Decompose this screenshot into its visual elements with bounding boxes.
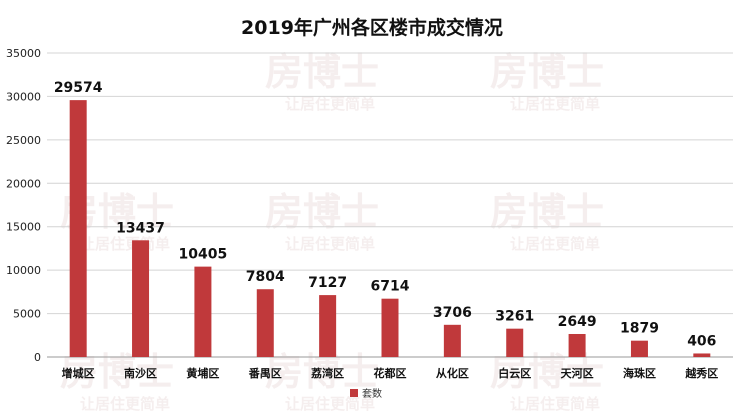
legend: 套数 <box>350 387 382 400</box>
data-label: 6714 <box>371 279 410 295</box>
watermark-slogan: 让居住更简单 <box>80 395 170 413</box>
watermark-logo: 房博士 <box>265 50 379 94</box>
y-tick-label: 10000 <box>6 264 41 277</box>
bar <box>443 324 461 357</box>
y-tick-label: 20000 <box>6 177 41 190</box>
watermark-slogan: 让居住更简单 <box>285 95 375 113</box>
y-tick-label: 15000 <box>6 221 41 234</box>
watermark-slogan: 让居住更简单 <box>510 395 600 413</box>
watermark-slogan: 让居住更简单 <box>285 235 375 253</box>
data-label: 10405 <box>179 247 228 263</box>
bar <box>69 100 87 357</box>
watermark-slogan: 让居住更简单 <box>510 95 600 113</box>
data-label: 2649 <box>558 314 597 330</box>
data-label: 7127 <box>308 275 347 291</box>
legend-label: 套数 <box>362 387 382 400</box>
watermark-slogan: 让居住更简单 <box>510 235 600 253</box>
legend-swatch <box>350 389 358 397</box>
x-tick-label: 番禺区 <box>248 366 282 380</box>
x-tick-label: 荔湾区 <box>310 366 344 380</box>
bar <box>506 328 524 357</box>
bar <box>194 266 212 357</box>
watermark-slogan: 让居住更简单 <box>285 395 375 413</box>
data-label: 1879 <box>620 321 659 337</box>
data-label: 29574 <box>54 80 103 96</box>
watermark-logo: 房博士 <box>490 50 604 94</box>
data-label: 3261 <box>495 309 534 325</box>
data-label: 406 <box>687 333 716 349</box>
x-tick-label: 越秀区 <box>684 366 718 380</box>
y-tick-label: 30000 <box>6 90 41 103</box>
data-label: 7804 <box>246 269 285 285</box>
y-tick-label: 35000 <box>6 47 41 60</box>
x-tick-label: 从化区 <box>436 366 469 380</box>
bar <box>693 353 711 357</box>
data-label: 13437 <box>116 220 165 236</box>
bar-series: 29574 13437 10405 7804 7127 6714 3706 3261 2649 1… <box>54 80 716 357</box>
watermark-slogan: 让居住更简单 <box>80 235 170 253</box>
x-axis: 增城区 南沙区 黄埔区 番禺区 荔湾区 花都区 从化区 白云区 天河区 海珠区 越秀区 <box>62 366 719 380</box>
x-tick-label: 花都区 <box>374 366 407 380</box>
x-tick-label: 黄埔区 <box>186 366 219 380</box>
data-label: 3706 <box>433 305 472 321</box>
x-tick-label: 增城区 <box>62 366 95 380</box>
watermark-logo: 房博士 <box>490 190 604 234</box>
y-tick-label: 0 <box>34 351 41 364</box>
bar <box>319 295 337 357</box>
bar <box>256 289 274 357</box>
x-tick-label: 天河区 <box>561 366 594 380</box>
y-tick-label: 25000 <box>6 134 41 147</box>
bar <box>630 340 648 357</box>
bar <box>568 333 586 357</box>
x-tick-label: 海珠区 <box>623 366 656 380</box>
bar <box>132 240 150 357</box>
y-axis: 0 5000 10000 15000 20000 25000 30000 35000 <box>6 47 41 364</box>
bar <box>381 298 399 357</box>
chart-title: 2019年广州各区楼市成交情况 <box>241 16 503 39</box>
y-tick-label: 5000 <box>13 308 41 321</box>
x-tick-label: 白云区 <box>498 366 531 380</box>
x-tick-label: 南沙区 <box>124 366 157 380</box>
watermark-logo: 房博士 <box>265 190 379 234</box>
